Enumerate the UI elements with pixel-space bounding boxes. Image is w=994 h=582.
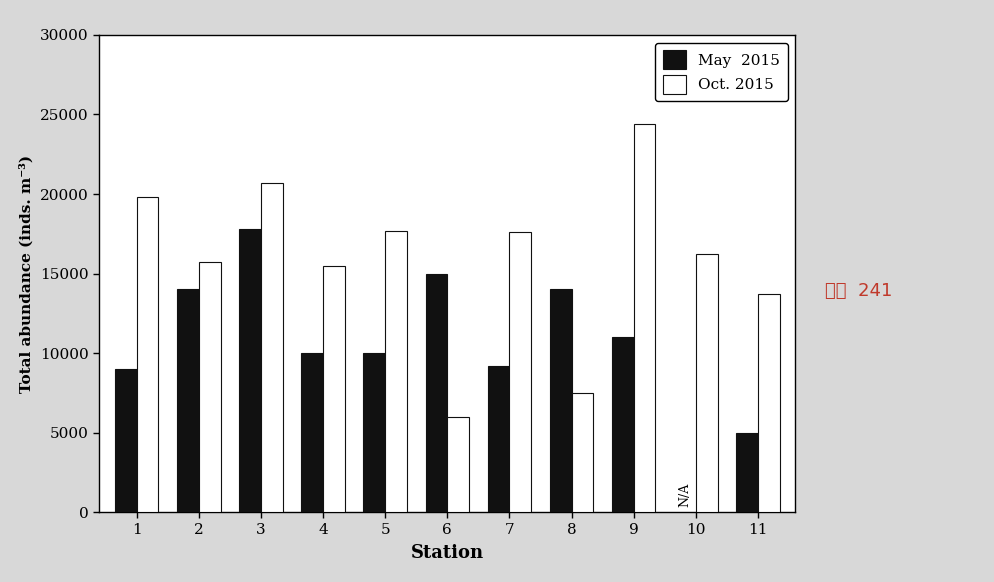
Bar <box>177 289 199 512</box>
Bar <box>737 432 757 512</box>
Text: 그림  241: 그림 241 <box>825 282 893 300</box>
Bar <box>364 353 386 512</box>
Bar <box>510 232 531 512</box>
Text: N/A: N/A <box>679 483 692 508</box>
Legend: May  2015, Oct. 2015: May 2015, Oct. 2015 <box>655 42 787 101</box>
Bar <box>240 229 260 512</box>
Bar <box>572 393 593 512</box>
Bar <box>758 294 779 512</box>
Bar <box>550 289 572 512</box>
Bar <box>323 265 345 512</box>
Bar <box>488 366 510 512</box>
Bar <box>115 369 137 512</box>
Bar <box>634 124 655 512</box>
Bar <box>199 262 221 512</box>
Bar <box>612 337 634 512</box>
Y-axis label: Total abundance (inds. m⁻³): Total abundance (inds. m⁻³) <box>19 154 33 393</box>
Bar <box>137 197 158 512</box>
Bar <box>301 353 323 512</box>
Bar <box>260 183 282 512</box>
Bar <box>696 254 718 512</box>
Bar <box>425 274 447 512</box>
X-axis label: Station: Station <box>411 544 484 562</box>
Bar <box>447 417 469 512</box>
Bar <box>386 230 407 512</box>
